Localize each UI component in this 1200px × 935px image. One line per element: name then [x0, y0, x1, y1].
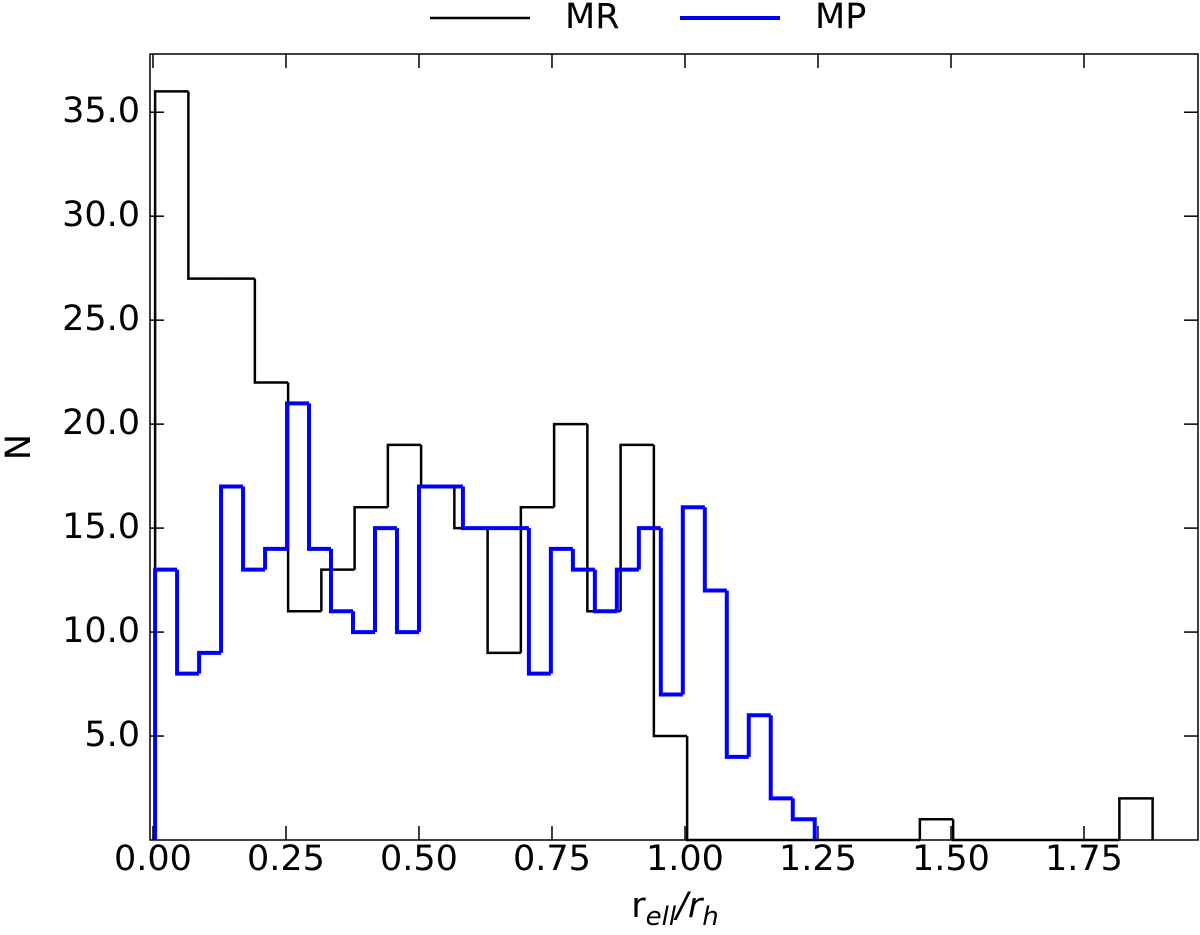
- legend-label: MP: [815, 0, 866, 37]
- y-axis-label: N: [0, 434, 39, 460]
- histogram-step: [187, 91, 222, 280]
- histogram-step: [394, 528, 419, 635]
- histogram-step: [285, 401, 310, 549]
- histogram-step: [219, 484, 244, 653]
- histogram-step: [614, 567, 639, 612]
- histogram-step: [918, 817, 954, 840]
- plot-frame: [149, 53, 1199, 841]
- histogram-step: [386, 443, 422, 508]
- histogram-step: [1118, 797, 1154, 840]
- histogram-step: [486, 528, 521, 655]
- histogram-step: [286, 382, 322, 613]
- y-tick-label: 35.0: [62, 91, 140, 131]
- x-label-part: /r: [673, 886, 705, 926]
- histogram-step: [241, 486, 266, 572]
- x-tick-label: 0.50: [380, 839, 458, 879]
- histogram-step: [685, 736, 721, 842]
- histogram-step: [552, 422, 588, 508]
- histogram-step: [592, 569, 617, 614]
- histogram-step: [253, 278, 289, 384]
- histogram-step: [526, 528, 551, 676]
- histogram-step: [372, 526, 397, 633]
- histogram-step: [175, 569, 200, 676]
- histogram-step: [790, 798, 817, 840]
- histogram-step: [619, 443, 654, 612]
- histogram-step: [320, 568, 355, 612]
- x-tick-label: 0.25: [247, 839, 325, 879]
- x-axis-label: rell/rh: [631, 886, 719, 932]
- histogram-step: [658, 528, 683, 697]
- x-label-part: r: [631, 886, 646, 926]
- histogram-step: [548, 546, 573, 674]
- x-label-sub: h: [702, 902, 718, 932]
- histogram-step: [724, 590, 749, 759]
- histogram-step: [419, 444, 455, 488]
- y-tick-label: 20.0: [62, 403, 140, 443]
- y-tick-label: 30.0: [62, 195, 140, 235]
- histogram-step: [328, 548, 354, 614]
- y-tick-label: 5.0: [84, 715, 140, 755]
- histogram-step: [519, 506, 555, 653]
- histogram-step: [460, 486, 485, 531]
- y-tick-label: 15.0: [62, 507, 140, 547]
- y-tick-label: 25.0: [62, 299, 140, 339]
- histogram-step: [702, 507, 727, 593]
- histogram-step: [951, 819, 987, 842]
- histogram-step: [636, 526, 661, 570]
- x-tick-label: 0.00: [114, 839, 192, 879]
- histogram-step: [570, 548, 595, 572]
- histogram-step: [353, 506, 388, 570]
- x-tick-label: 1.75: [1045, 839, 1123, 879]
- x-label-sub: ell: [646, 902, 677, 932]
- histogram-step: [652, 444, 688, 738]
- histogram-step: [416, 484, 441, 633]
- histogram-step: [263, 546, 288, 570]
- histogram-step: [307, 403, 331, 551]
- histogram-step: [153, 90, 189, 840]
- x-tick-label: 1.50: [912, 839, 990, 879]
- legend-label: MR: [565, 0, 620, 37]
- histogram-step: [768, 715, 793, 801]
- histogram-step: [453, 486, 488, 530]
- x-tick-label: 1.25: [779, 839, 857, 879]
- histogram-step: [680, 505, 705, 695]
- x-tick-label: 1.00: [646, 839, 724, 879]
- x-tick-label: 0.75: [513, 839, 591, 879]
- histogram-step: [351, 611, 375, 635]
- histogram-step: [197, 650, 222, 674]
- histogram-step: [153, 567, 178, 840]
- histogram-step: [746, 713, 771, 757]
- y-tick-label: 10.0: [62, 611, 140, 651]
